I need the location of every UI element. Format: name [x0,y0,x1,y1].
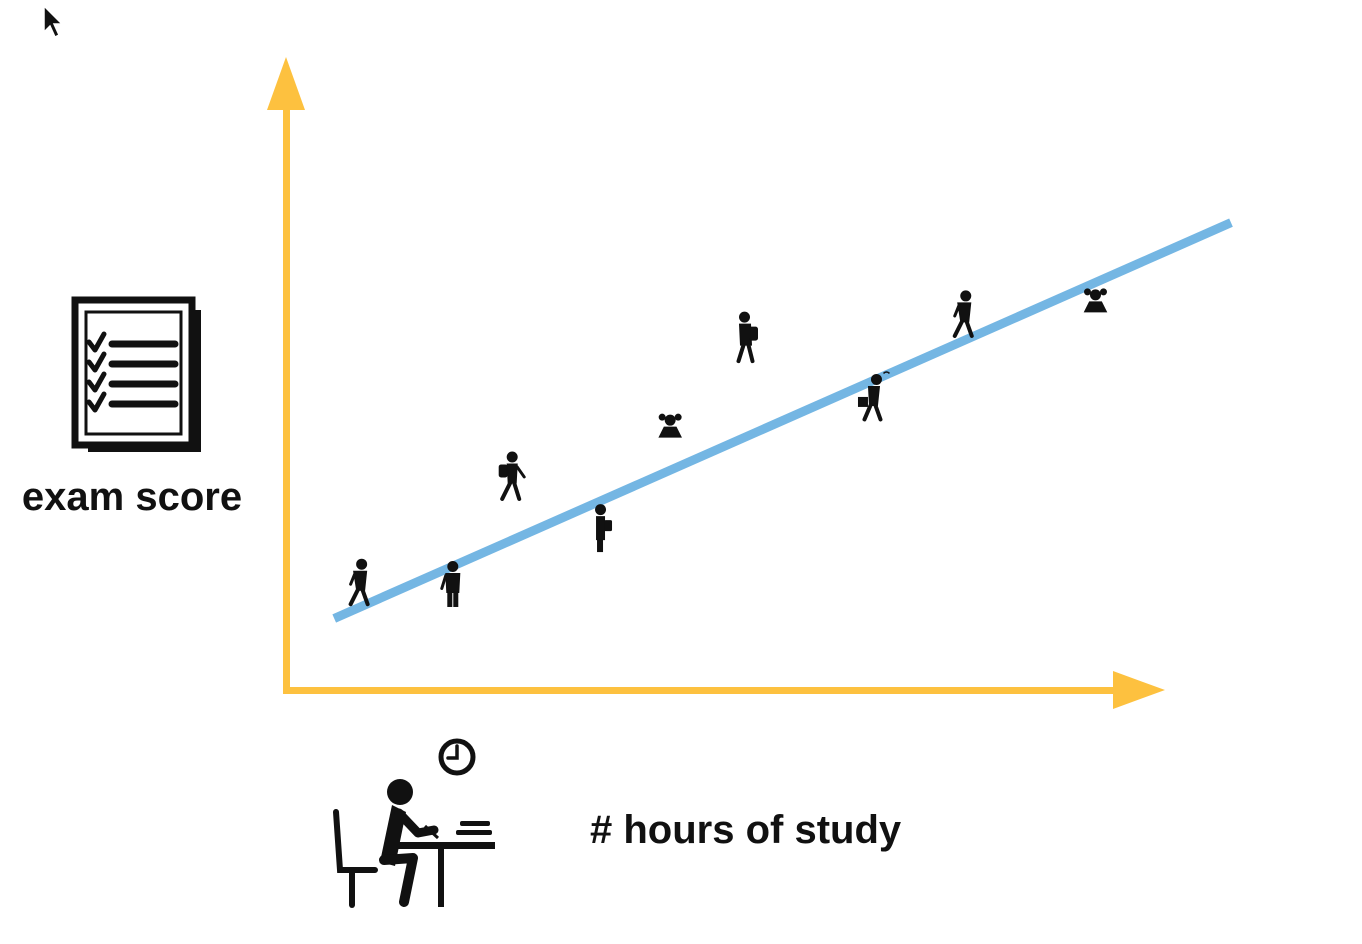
data-point-9 girl-bust-icon [1083,288,1107,313]
exam-checklist-icon [71,296,201,452]
data-point-6 girl-with-backpack-icon [736,310,760,364]
data-point-1 walking-student-icon [348,557,370,607]
mouse-pointer-icon [43,4,64,39]
y-axis-label: exam score [22,475,242,519]
student-studying-at-desk-icon [333,779,495,908]
data-point-5 girl-bust-icon [658,413,682,438]
x-axis-label: # hours of study [590,808,902,852]
clock-icon [438,738,476,776]
data-point-8 walking-student-icon [952,288,974,338]
y-axis [267,57,305,694]
data-point-4 student-with-bag-icon [595,504,613,553]
x-axis [283,671,1165,709]
trend-line [332,218,1233,623]
data-point-3 hiker-student-icon [497,449,527,501]
